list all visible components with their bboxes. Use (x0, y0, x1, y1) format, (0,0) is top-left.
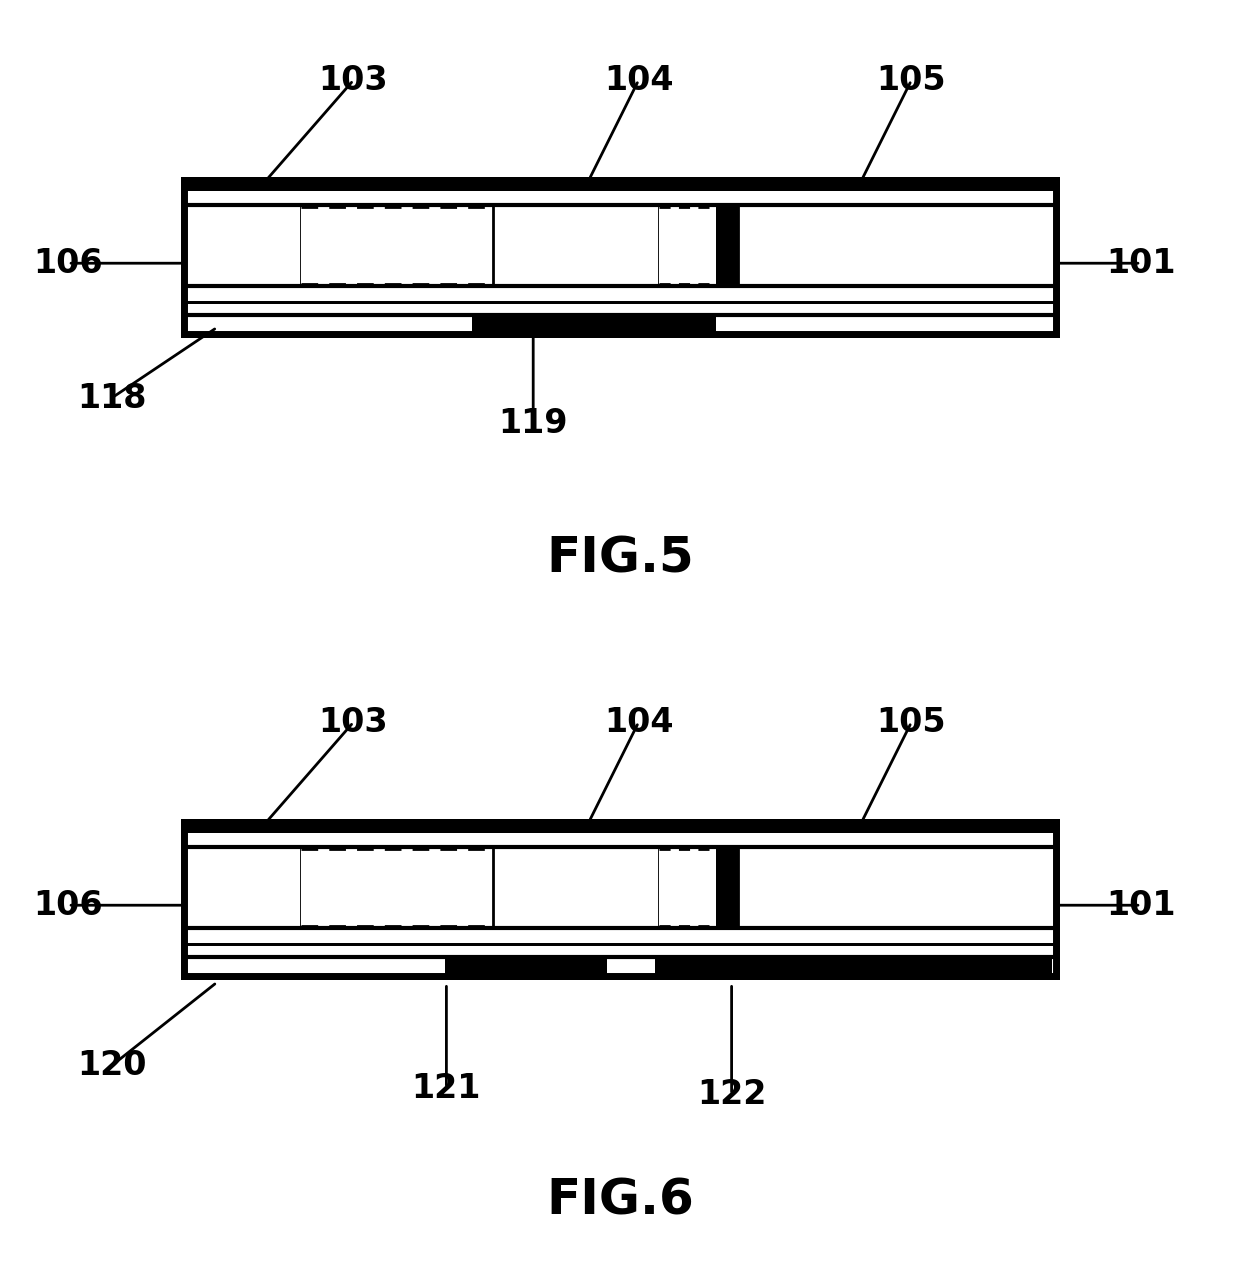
Text: 103: 103 (319, 64, 388, 96)
Text: 103: 103 (319, 706, 388, 738)
Bar (738, 847, 1056, 927)
Text: 120: 120 (77, 1049, 146, 1082)
Bar (738, 205, 1056, 286)
Text: 118: 118 (77, 381, 146, 415)
Text: FIG.5: FIG.5 (546, 534, 694, 583)
Bar (715, 205, 738, 286)
Bar (301, 205, 494, 286)
Bar (184, 822, 1056, 833)
Text: 121: 121 (412, 1072, 481, 1104)
Bar (184, 957, 445, 976)
Bar (494, 847, 660, 927)
Bar (494, 205, 660, 286)
Bar (184, 180, 1056, 334)
Text: 106: 106 (33, 247, 103, 280)
Bar (184, 927, 1056, 944)
Bar (301, 847, 494, 927)
Bar (184, 847, 1056, 927)
Bar (184, 205, 1056, 286)
Bar (184, 957, 1056, 976)
Text: 119: 119 (498, 407, 568, 440)
Text: 104: 104 (604, 706, 673, 738)
Bar (184, 944, 1056, 957)
Bar (184, 191, 1056, 205)
Bar (184, 180, 1056, 191)
Bar (660, 205, 715, 286)
Bar (184, 180, 1056, 334)
Bar (655, 957, 1052, 976)
Text: 106: 106 (33, 889, 103, 922)
Text: 105: 105 (877, 64, 946, 96)
Bar (184, 315, 1056, 334)
Text: 101: 101 (1106, 247, 1176, 280)
Bar (184, 847, 301, 927)
Bar (715, 847, 738, 927)
Bar (184, 833, 1056, 847)
Bar (184, 302, 1056, 315)
Bar (184, 822, 1056, 976)
Text: 101: 101 (1106, 889, 1176, 922)
Bar (660, 847, 715, 927)
Bar (184, 286, 1056, 302)
Text: 104: 104 (604, 64, 673, 96)
Bar (445, 957, 606, 976)
Bar (184, 822, 1056, 976)
Bar (471, 315, 715, 334)
Text: 122: 122 (697, 1079, 766, 1111)
Bar (184, 205, 301, 286)
Bar (606, 957, 655, 976)
Text: 105: 105 (877, 706, 946, 738)
Text: FIG.6: FIG.6 (546, 1176, 694, 1225)
